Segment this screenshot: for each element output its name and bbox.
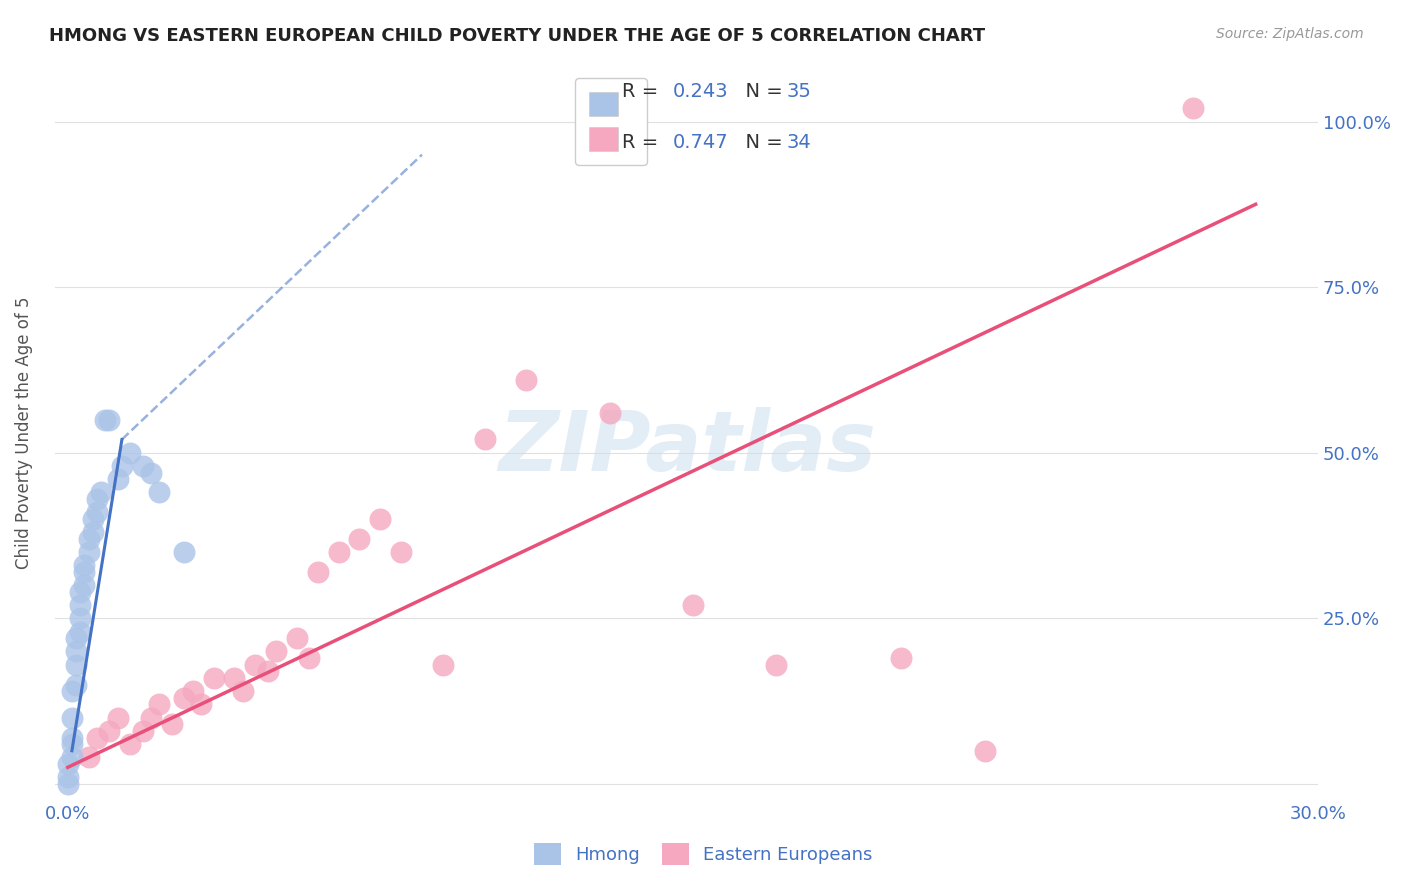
Point bbox=[160, 717, 183, 731]
Y-axis label: Child Poverty Under the Age of 5: Child Poverty Under the Age of 5 bbox=[15, 296, 32, 569]
Text: Source: ZipAtlas.com: Source: ZipAtlas.com bbox=[1216, 27, 1364, 41]
Point bbox=[389, 545, 412, 559]
Point bbox=[73, 565, 96, 579]
Point bbox=[349, 532, 371, 546]
Point bbox=[69, 598, 91, 612]
Point bbox=[56, 777, 79, 791]
Point bbox=[65, 677, 87, 691]
Point bbox=[264, 644, 287, 658]
Point bbox=[765, 657, 787, 672]
Point bbox=[69, 611, 91, 625]
Point bbox=[82, 525, 104, 540]
Point bbox=[65, 644, 87, 658]
Text: N =: N = bbox=[734, 82, 789, 102]
Point bbox=[86, 505, 108, 519]
Point bbox=[69, 584, 91, 599]
Text: 0.243: 0.243 bbox=[673, 82, 728, 102]
Legend: Hmong, Eastern Europeans: Hmong, Eastern Europeans bbox=[524, 834, 882, 874]
Point bbox=[77, 545, 100, 559]
Point bbox=[148, 485, 170, 500]
Point bbox=[60, 711, 83, 725]
Point bbox=[432, 657, 454, 672]
Point bbox=[173, 545, 195, 559]
Point bbox=[77, 532, 100, 546]
Point bbox=[1182, 101, 1205, 115]
Point bbox=[60, 684, 83, 698]
Point bbox=[132, 458, 155, 473]
Point bbox=[98, 723, 121, 738]
Point bbox=[98, 412, 121, 426]
Point bbox=[139, 711, 162, 725]
Point bbox=[298, 651, 321, 665]
Point bbox=[69, 624, 91, 639]
Point bbox=[474, 433, 496, 447]
Point bbox=[60, 737, 83, 751]
Point bbox=[90, 485, 112, 500]
Point bbox=[56, 770, 79, 784]
Point bbox=[86, 731, 108, 745]
Point bbox=[107, 711, 129, 725]
Point bbox=[120, 446, 142, 460]
Point bbox=[181, 684, 204, 698]
Point bbox=[515, 373, 537, 387]
Legend: , : , bbox=[575, 78, 647, 165]
Text: HMONG VS EASTERN EUROPEAN CHILD POVERTY UNDER THE AGE OF 5 CORRELATION CHART: HMONG VS EASTERN EUROPEAN CHILD POVERTY … bbox=[49, 27, 986, 45]
Text: ZIPatlas: ZIPatlas bbox=[498, 407, 876, 488]
Point bbox=[111, 458, 134, 473]
Text: 0.747: 0.747 bbox=[673, 133, 728, 153]
Point bbox=[139, 466, 162, 480]
Point bbox=[307, 565, 329, 579]
Point bbox=[190, 698, 212, 712]
Point bbox=[132, 723, 155, 738]
Point bbox=[245, 657, 267, 672]
Point bbox=[120, 737, 142, 751]
Point bbox=[148, 698, 170, 712]
Text: R =: R = bbox=[623, 133, 665, 153]
Point bbox=[77, 750, 100, 764]
Point bbox=[60, 750, 83, 764]
Point bbox=[173, 690, 195, 705]
Point bbox=[232, 684, 254, 698]
Point bbox=[256, 665, 278, 679]
Point bbox=[224, 671, 246, 685]
Point bbox=[370, 512, 392, 526]
Point bbox=[107, 472, 129, 486]
Text: 34: 34 bbox=[786, 133, 811, 153]
Text: R =: R = bbox=[623, 82, 665, 102]
Point bbox=[65, 657, 87, 672]
Point bbox=[65, 631, 87, 645]
Text: N =: N = bbox=[734, 133, 789, 153]
Point bbox=[56, 757, 79, 772]
Point bbox=[973, 744, 995, 758]
Point bbox=[890, 651, 912, 665]
Point bbox=[73, 558, 96, 573]
Point bbox=[94, 412, 117, 426]
Text: 35: 35 bbox=[786, 82, 811, 102]
Point bbox=[202, 671, 225, 685]
Point bbox=[82, 512, 104, 526]
Point bbox=[599, 406, 621, 420]
Point bbox=[285, 631, 308, 645]
Point bbox=[73, 578, 96, 592]
Point bbox=[60, 731, 83, 745]
Point bbox=[328, 545, 350, 559]
Point bbox=[682, 598, 704, 612]
Point bbox=[86, 491, 108, 506]
